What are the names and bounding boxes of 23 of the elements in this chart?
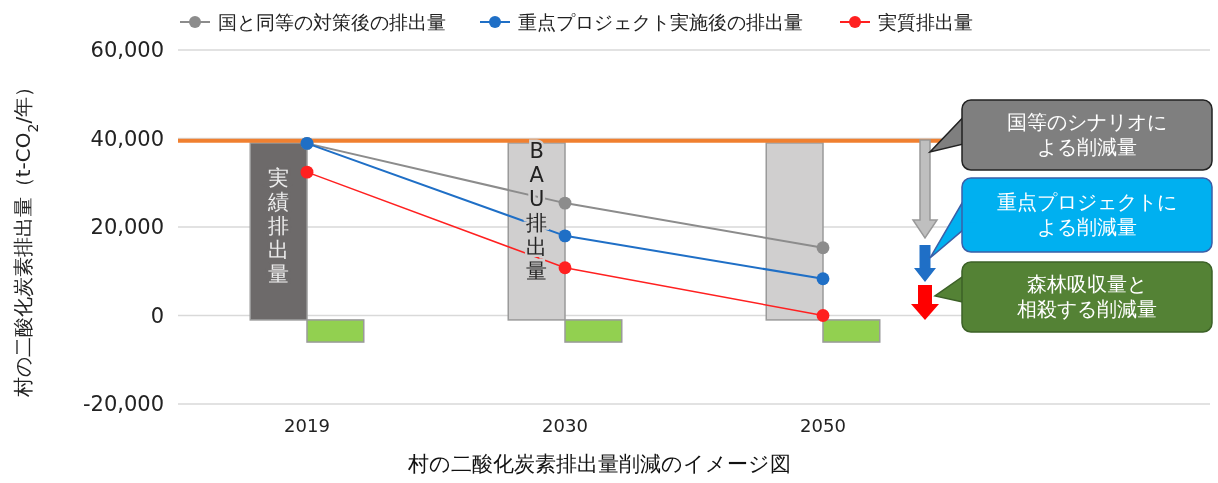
point <box>816 309 830 322</box>
point <box>300 165 314 179</box>
y-tick-label: 0 <box>150 303 164 328</box>
point <box>816 241 830 255</box>
point <box>558 261 572 275</box>
x-tick-label: 2050 <box>800 415 846 436</box>
annotation: 国等のシナリオによる削減量 <box>1007 109 1167 159</box>
legend-label: 国と同等の対策後の排出量 <box>218 10 446 33</box>
legend-label: 重点プロジェクト実施後の排出量 <box>518 10 803 33</box>
x-axis-title: 村の二酸化炭素排出量削減のイメージ図 <box>406 452 791 476</box>
y-tick-label: 20,000 <box>90 215 164 240</box>
point <box>558 196 572 210</box>
x-tick-label: 2030 <box>542 415 588 436</box>
y-tick-label: 40,000 <box>90 126 164 151</box>
annotation: 重点プロジェクトによる削減量 <box>997 189 1177 239</box>
point <box>816 272 830 286</box>
point <box>558 229 572 243</box>
y-tick-label: 60,000 <box>90 38 164 63</box>
legend-label: 実質排出量 <box>878 10 973 33</box>
annotation: 実績排出量 <box>267 166 290 286</box>
annotation: 森林吸収量と相殺する削減量 <box>1017 271 1157 321</box>
y-tick-label: -20,000 <box>82 392 164 417</box>
x-tick-label: 2019 <box>284 415 330 436</box>
